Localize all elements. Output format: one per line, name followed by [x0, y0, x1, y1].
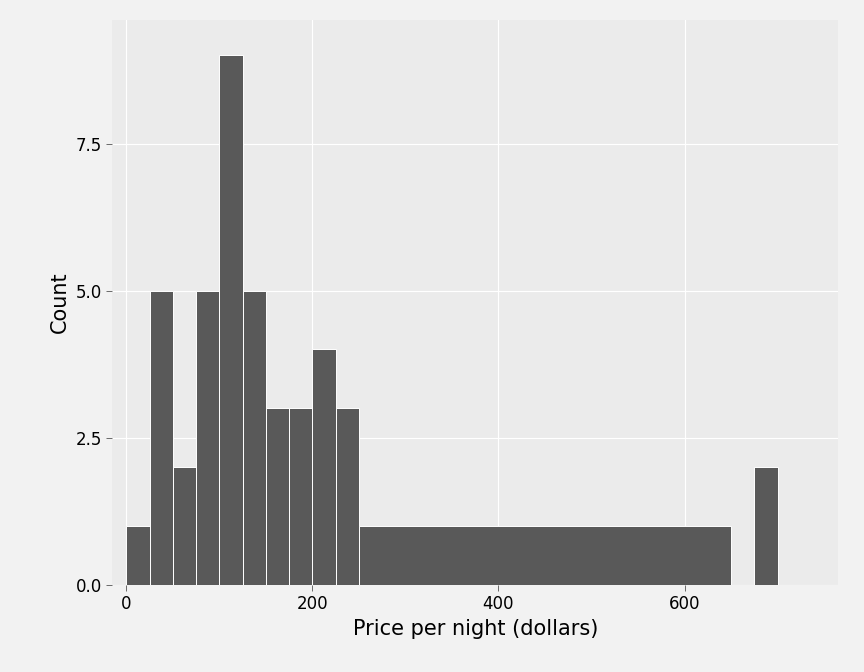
- Bar: [243, 290, 266, 585]
- Bar: [313, 349, 335, 585]
- Bar: [126, 526, 149, 585]
- Bar: [149, 290, 173, 585]
- Y-axis label: Count: Count: [50, 271, 70, 333]
- Bar: [219, 56, 243, 585]
- Bar: [335, 409, 359, 585]
- Bar: [266, 409, 289, 585]
- Bar: [359, 526, 731, 585]
- Bar: [173, 467, 196, 585]
- Bar: [754, 467, 778, 585]
- X-axis label: Price per night (dollars): Price per night (dollars): [353, 619, 598, 638]
- Bar: [196, 290, 219, 585]
- Bar: [289, 409, 313, 585]
